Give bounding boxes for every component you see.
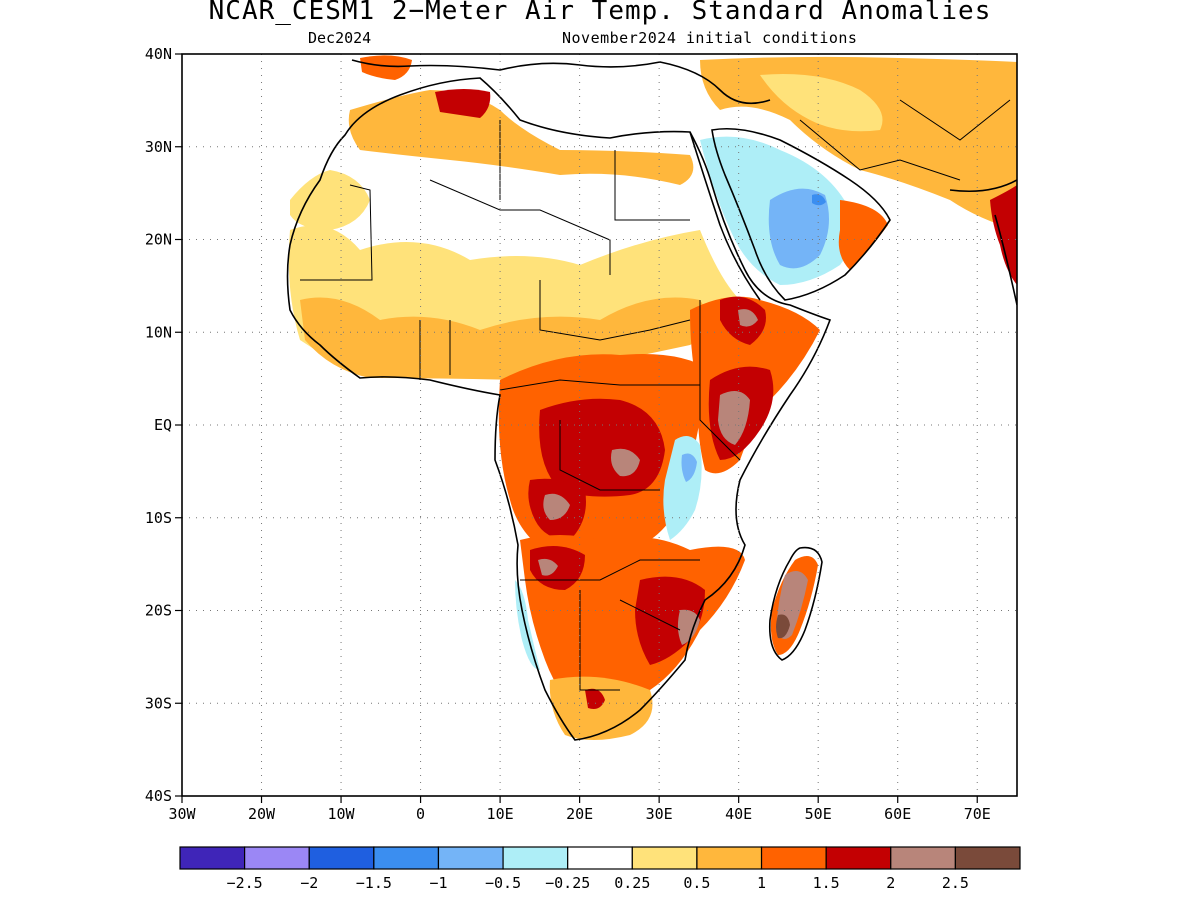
border-namibia-botswana [579,590,620,691]
border-mauritania [300,184,373,281]
europe-coastline [351,59,771,105]
country-borders [300,99,1011,691]
lon-tick-label: 20E [566,805,593,823]
colorbar-label: 1.5 [813,874,840,892]
india-coastline [949,179,1017,306]
anomaly-region-india-red [990,185,1017,285]
lat-tick-label: 10N [145,323,172,341]
colorbar-label: −1.5 [356,874,392,892]
anomaly-region-mozambique-red [635,576,705,665]
colorbar-label: 1 [757,874,766,892]
anomaly-region-namibia-red [530,546,585,590]
border-afghanistan [899,99,1011,141]
lat-tick-label: 20S [145,602,172,620]
lat-tick-label: 40N [145,45,172,63]
colorbar-swatch [502,846,569,870]
border-libya-egypt-sudan [614,150,690,221]
chart-title: NCAR_CESM1 2−Meter Air Temp. Standard An… [208,0,992,26]
colorbar-label: −0.5 [485,874,521,892]
anomaly-region-congo-brown [611,448,640,477]
anomaly-region-arabia-dark [812,194,826,206]
border-chad-sudan [539,280,691,341]
colorbar-labels: −2.5 −2 −1.5 −1 −0.5 −0.25 0.25 0.5 1 1.5 2 2.5 [227,874,969,892]
anomaly-region-maghreb [348,90,694,185]
lon-tick-label: 0 [416,805,425,823]
anomaly-region-atlas-orange [360,55,412,80]
longitude-axis: 30W 20W 10W 0 10E 20E 30E 40E 50E 60E 70E [168,796,991,823]
lat-tick-label: 10S [145,509,172,527]
lon-tick-label: 20W [248,805,276,823]
grid [182,54,1017,796]
colorbar-label: 0.25 [614,874,650,892]
colorbar-label: −2.5 [227,874,263,892]
latitude-axis: 40N 30N 20N 10N EQ 10S 20S 30S 40S [145,45,182,805]
lon-tick-label: 10E [487,805,514,823]
initial-conditions-label: November2024 initial conditions [562,29,858,47]
colorbar-swatch [373,846,440,870]
lat-tick-label: 20N [145,231,172,249]
arabia-coastline [711,127,891,301]
border-central-africa [499,379,700,391]
lon-tick-label: 60E [884,805,911,823]
colorbar-label: 0.5 [683,874,710,892]
red-sea-west [689,131,761,301]
colorbar-swatch [631,846,698,870]
colorbar-swatch [244,846,310,870]
border-iran-iraq [799,119,961,181]
lat-tick-label: EQ [154,416,172,434]
anomaly-region-cape-red [585,688,605,709]
anomaly-region-kenya-brown [718,391,750,445]
anomaly-region-mozambique-brown [677,609,700,645]
colorbar-label: −2 [300,874,318,892]
anomaly-region-iran [700,56,1017,230]
lon-tick-label: 50E [805,805,832,823]
colorbar-label: −0.25 [545,874,590,892]
border-east-africa [699,300,741,461]
anomaly-region-southafrica-yellow [549,676,653,740]
anomaly-region-angola-brown [543,493,570,520]
lon-tick-label: 30W [168,805,196,823]
colorbar-swatch [437,846,504,870]
anomaly-region-arabia-blue [768,188,829,269]
border-zimbabwe [619,599,681,631]
colorbar-swatch [179,846,246,870]
border-drc [559,420,660,491]
lon-tick-label: 30E [646,805,673,823]
border-angola-zambia [520,559,700,581]
colorbar-swatch [696,846,763,870]
border-algeria-mali-niger [429,179,611,275]
colorbar-swatch [760,846,827,870]
anomaly-region-ethiopia-brown [738,309,758,327]
colorbar-swatch [308,846,375,870]
madagascar-coastline [768,546,823,661]
border-west-africa [419,320,451,380]
anomaly-region-lakes-blue [681,453,697,482]
colorbar-swatch [954,846,1021,870]
anomaly-region-maghreb-red [435,89,491,118]
lat-tick-label: 30N [145,138,172,156]
coastlines [286,59,1017,741]
anomaly-region-yemen-orange [838,200,888,270]
lon-tick-label: 10W [328,805,356,823]
anomaly-region-iran-light [760,74,883,132]
colorbar-swatch [890,846,956,870]
colorbar-swatch [825,846,892,870]
forecast-month-label: Dec2024 [308,29,372,47]
lat-tick-label: 40S [145,787,172,805]
colorbar-label: 2 [886,874,895,892]
colorbar-label: 2.5 [942,874,969,892]
lon-tick-label: 40E [725,805,752,823]
lon-tick-label: 70E [964,805,991,823]
anomaly-region-namibia-brown [538,558,558,576]
lat-tick-label: 30S [145,694,172,712]
africa-coastline [286,77,832,741]
colorbar-swatch [567,846,633,870]
anomaly-fields [288,55,1017,740]
colorbar [179,846,1021,870]
anomaly-region-madagascar-dark [776,614,790,639]
colorbar-label: −1 [429,874,447,892]
